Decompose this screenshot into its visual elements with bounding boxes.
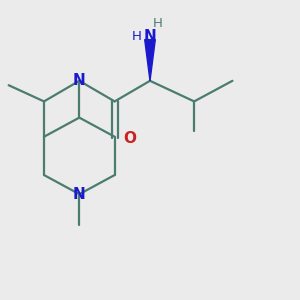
Text: N: N <box>73 73 86 88</box>
Polygon shape <box>145 40 155 81</box>
Text: O: O <box>123 131 136 146</box>
Text: N: N <box>144 29 156 44</box>
Text: N: N <box>73 187 86 202</box>
Text: H: H <box>132 30 142 43</box>
Text: H: H <box>152 17 162 30</box>
